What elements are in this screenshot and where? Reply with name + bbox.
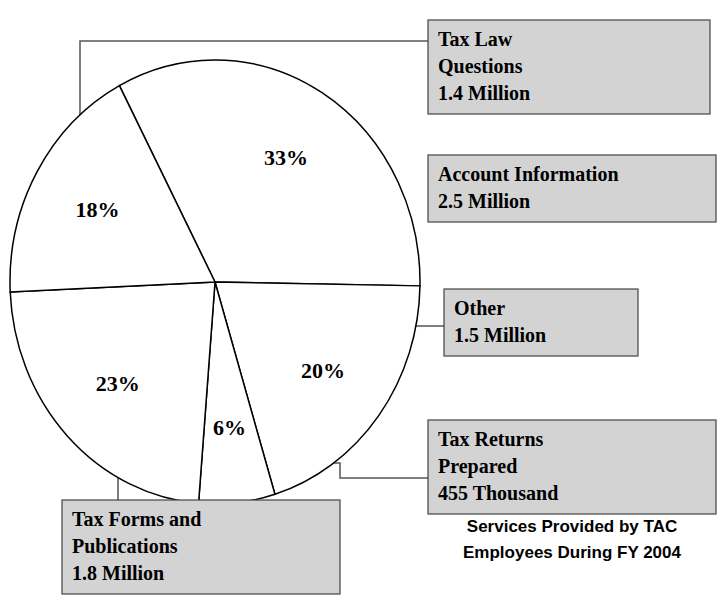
data-labels: 33% 20% 6% 23% 18% [76,145,345,440]
category-label: Other [454,297,505,319]
category-line: Tax Law [438,28,513,50]
volume-label: 2.5 Million [438,190,530,212]
callout: Tax Forms and Publications 1.8 Million [62,500,340,594]
data-label: 18% [76,197,120,222]
category-label: Tax Forms and Publications [72,508,201,557]
data-label: 20% [301,358,345,383]
category-label: Account Information [438,163,619,185]
category-line: Tax Forms and [72,508,201,530]
callout-box [428,20,710,114]
chart: 33% 20% 6% 23% 18% Account Information 2.5 Mil… [0,0,724,616]
callout: Account Information 2.5 Million [428,155,716,222]
callout: Tax Law Questions 1.4 Million [428,20,710,114]
category-line: Prepared [438,455,517,478]
data-label: 33% [264,145,308,170]
category-label: Tax Returns Prepared [438,428,544,478]
callout-box [428,420,716,514]
category-line: Account Information [438,163,619,185]
pie-slice [10,86,215,292]
category-line: Publications [72,535,178,557]
volume-label: 1.8 Million [72,562,164,584]
data-label: 23% [96,371,140,396]
callout-box [428,155,716,222]
title-line: Employees During FY 2004 [463,543,681,562]
callout: Other 1.5 Million [444,289,638,356]
plot-area [10,60,420,504]
data-label: 6% [213,415,246,440]
title: Services Provided by TAC Employees During… [463,517,681,562]
callout: Tax Returns Prepared 455 Thousand [428,420,716,514]
category-line: Other [454,297,505,319]
category-line: Tax Returns [438,428,544,450]
callout-box [62,500,340,594]
title-line: Services Provided by TAC [467,517,677,536]
volume-label: 455 Thousand [438,482,558,504]
pie-slice [10,282,215,503]
category-line: Questions [438,55,523,77]
volume-label: 1.4 Million [438,82,530,104]
volume-label: 1.5 Million [454,324,546,346]
callout-box [444,289,638,356]
category-label: Tax Law Questions [438,28,523,77]
pie [10,60,420,504]
